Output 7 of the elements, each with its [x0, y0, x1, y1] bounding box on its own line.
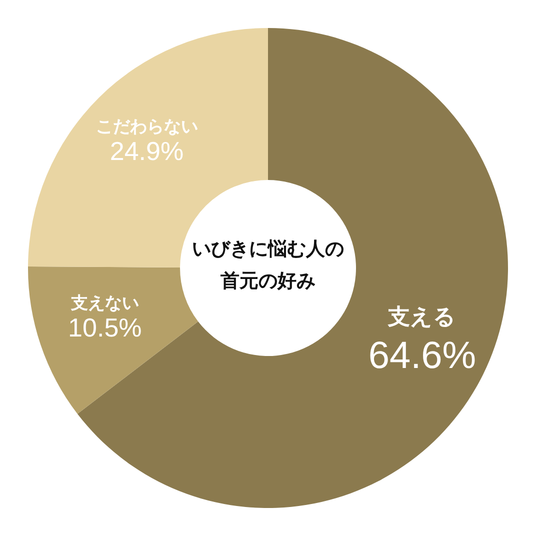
text: いびきに悩む人の首元の好み [191, 238, 345, 294]
slice-label: こだわらない [96, 116, 198, 136]
data-label: 24.9% [110, 136, 184, 166]
slice-label: 支えない [70, 294, 139, 313]
slice-label: 支える [387, 304, 456, 330]
data-label: 64.6% [368, 335, 476, 378]
data-label: 10.5% [68, 312, 142, 343]
